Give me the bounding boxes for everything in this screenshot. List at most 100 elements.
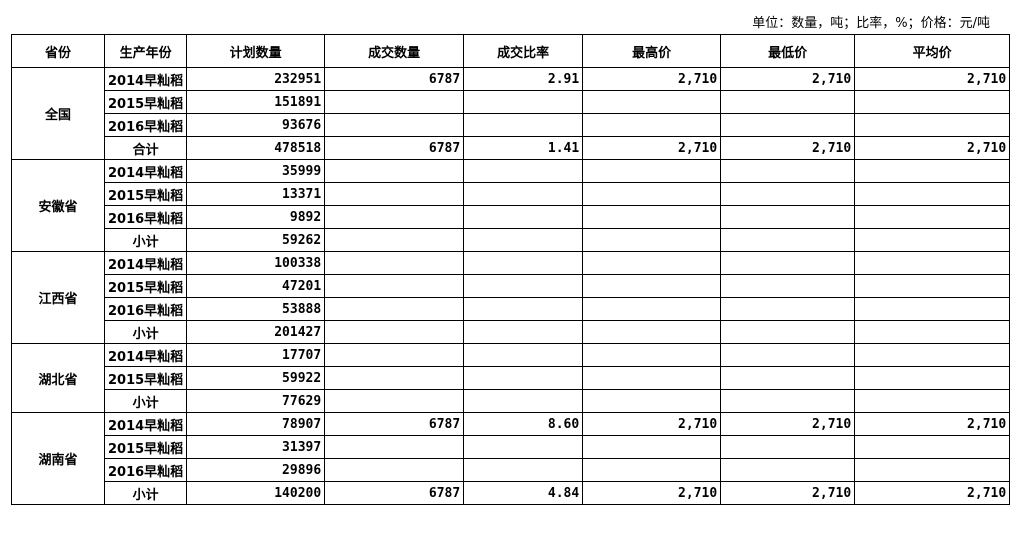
- value-cell: [582, 90, 722, 114]
- column-header: 计划数量: [186, 34, 326, 68]
- column-header: 省份: [11, 34, 105, 68]
- table-row: 全国 2014早籼稻 232951 6787 2.91 2,710 2,710 2,710: [11, 67, 1011, 160]
- value-cell: [720, 320, 856, 344]
- value-cell: [582, 389, 722, 413]
- value-cell: [720, 435, 856, 459]
- year-cell: 2015早籼稻: [103, 182, 188, 206]
- column-header: 生产年份: [103, 34, 188, 68]
- table-row: 小计 59262: [12, 228, 1011, 252]
- value-cell: 2,710: [854, 67, 1011, 91]
- value-cell: [582, 182, 722, 206]
- value-cell: 6787: [324, 136, 465, 160]
- value-cell: [463, 182, 584, 206]
- value-cell: [720, 297, 856, 321]
- value-cell: 8.60: [463, 412, 584, 436]
- value-cell: [854, 389, 1011, 413]
- year-cell: 2014早籼稻: [103, 412, 188, 436]
- table-row: 2016早籼稻 9892: [12, 205, 1011, 229]
- value-cell: [582, 205, 722, 229]
- value-cell: 2,710: [854, 481, 1011, 505]
- value-cell: [582, 274, 722, 298]
- value-cell: [463, 435, 584, 459]
- value-cell: 77629: [186, 389, 326, 413]
- value-cell: 2.91: [463, 67, 584, 91]
- province-cell: 全国: [11, 67, 105, 160]
- value-cell: [463, 205, 584, 229]
- value-cell: [324, 458, 465, 482]
- value-cell: [720, 366, 856, 390]
- value-cell: [854, 274, 1011, 298]
- table-row: 合计 478518 6787 1.41 2,710 2,710 2,710: [12, 136, 1011, 160]
- value-cell: [720, 274, 856, 298]
- unit-note: 单位：数量，吨；比率，%；价格：元/吨: [752, 16, 990, 31]
- year-cell: 小计: [103, 228, 188, 252]
- value-cell: [582, 228, 722, 252]
- value-cell: 2,710: [720, 481, 856, 505]
- column-header: 成交比率: [463, 34, 584, 68]
- value-cell: [463, 90, 584, 114]
- value-cell: [463, 297, 584, 321]
- table-row: 小计 201427: [12, 320, 1011, 344]
- table-row: 2016早籼稻 93676: [12, 113, 1011, 137]
- value-cell: [854, 343, 1011, 367]
- header-row: 省份 生产年份 计划数量 成交数量 成交比率 最高价 最低价 平均价: [11, 34, 1011, 68]
- table-row: 2015早籼稻 59922: [12, 366, 1011, 390]
- value-cell: 2,710: [720, 412, 856, 436]
- value-cell: [854, 90, 1011, 114]
- value-cell: 47201: [186, 274, 326, 298]
- value-cell: [582, 366, 722, 390]
- value-cell: [463, 251, 584, 275]
- value-cell: [582, 251, 722, 275]
- value-cell: [582, 435, 722, 459]
- value-cell: 13371: [186, 182, 326, 206]
- value-cell: [720, 228, 856, 252]
- value-cell: [854, 205, 1011, 229]
- year-cell: 合计: [103, 136, 188, 160]
- value-cell: [463, 366, 584, 390]
- value-cell: [720, 90, 856, 114]
- province-cell: 江西省: [11, 251, 105, 344]
- value-cell: 2,710: [582, 412, 722, 436]
- province-cell: 湖北省: [11, 343, 105, 413]
- value-cell: 31397: [186, 435, 326, 459]
- value-cell: 2,710: [582, 67, 722, 91]
- value-cell: 232951: [186, 67, 326, 91]
- value-cell: 201427: [186, 320, 326, 344]
- value-cell: [324, 113, 465, 137]
- value-cell: 6787: [324, 481, 465, 505]
- value-cell: 100338: [186, 251, 326, 275]
- year-cell: 小计: [103, 320, 188, 344]
- table-row: 湖北省 2014早籼稻 17707: [11, 343, 1011, 413]
- table-row: 小计 140200 6787 4.84 2,710 2,710 2,710: [12, 481, 1011, 505]
- table-row: 2016早籼稻 53888: [12, 297, 1011, 321]
- value-cell: 78907: [186, 412, 326, 436]
- value-cell: [854, 366, 1011, 390]
- value-cell: 151891: [186, 90, 326, 114]
- value-cell: [324, 320, 465, 344]
- value-cell: [463, 389, 584, 413]
- value-cell: [854, 320, 1011, 344]
- value-cell: [720, 343, 856, 367]
- table-row: 安徽省 2014早籼稻 35999: [11, 159, 1011, 252]
- value-cell: [854, 435, 1011, 459]
- column-header: 平均价: [854, 34, 1011, 68]
- value-cell: 59262: [186, 228, 326, 252]
- value-cell: [324, 274, 465, 298]
- year-cell: 2014早籼稻: [103, 67, 188, 91]
- province-cell: 湖南省: [11, 412, 105, 505]
- value-cell: 35999: [186, 159, 326, 183]
- value-cell: 1.41: [463, 136, 584, 160]
- value-cell: [324, 297, 465, 321]
- value-cell: [463, 228, 584, 252]
- column-header: 成交数量: [324, 34, 465, 68]
- table-row: 2015早籼稻 151891: [12, 90, 1011, 114]
- year-cell: 2014早籼稻: [103, 251, 188, 275]
- value-cell: [854, 182, 1011, 206]
- value-cell: 6787: [324, 67, 465, 91]
- value-cell: 29896: [186, 458, 326, 482]
- value-cell: [854, 458, 1011, 482]
- value-cell: [324, 90, 465, 114]
- value-cell: [324, 435, 465, 459]
- year-cell: 小计: [103, 481, 188, 505]
- year-cell: 2015早籼稻: [103, 366, 188, 390]
